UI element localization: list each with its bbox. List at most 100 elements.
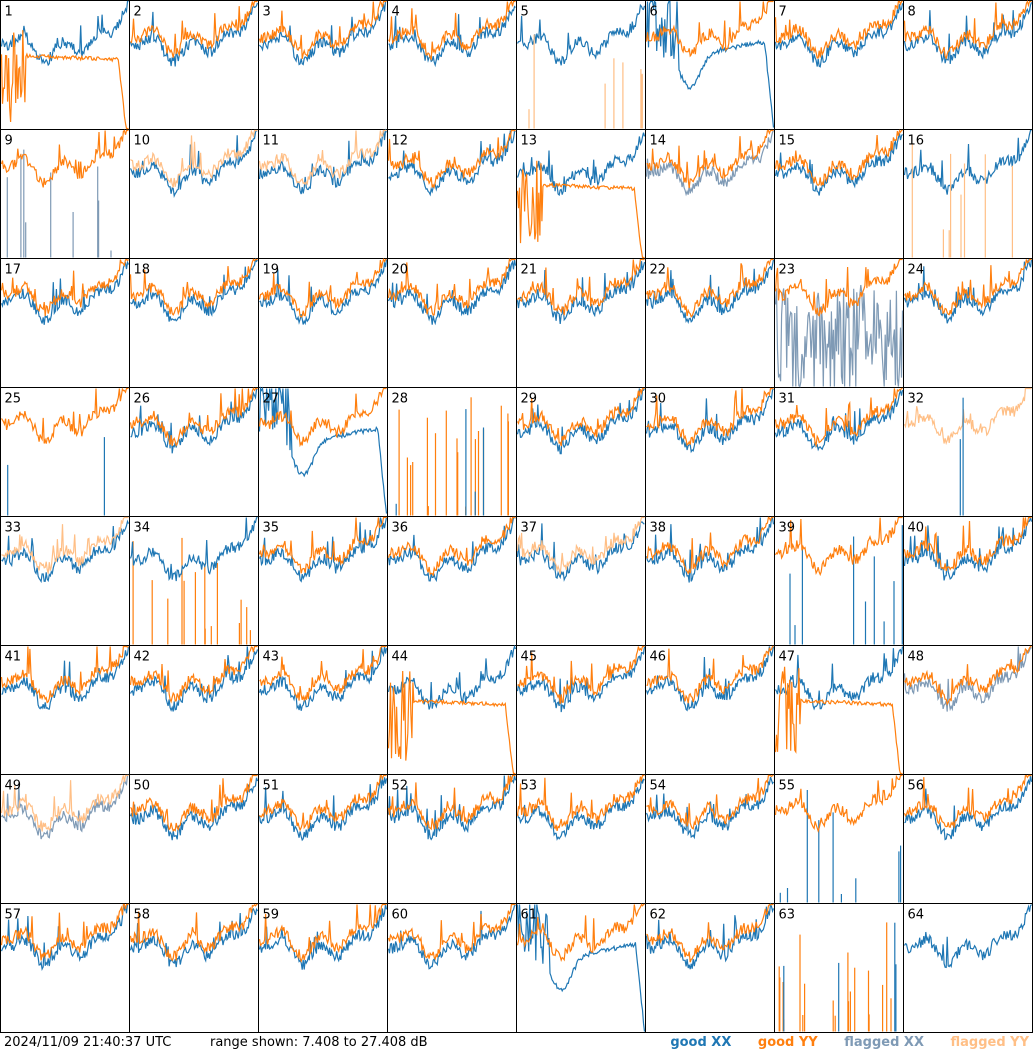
series-xx-good: [645, 0, 775, 128]
series-xx-good: [516, 777, 645, 841]
panel-61: 61: [516, 903, 646, 1032]
panel-number: 22: [650, 263, 667, 278]
series-yy-good: [645, 258, 774, 318]
panel-number: 62: [650, 908, 667, 923]
panel-27: 27: [258, 386, 388, 514]
series-xx-good: [904, 775, 1033, 841]
panel-number: 7: [779, 5, 787, 20]
timestamp: 2024/11/09 21:40:37 UTC: [4, 1035, 172, 1050]
series-yy-good: [258, 387, 387, 448]
series-xx-good: [774, 3, 904, 68]
range-shown: range shown: 7.408 to 27.408 dB: [210, 1035, 428, 1050]
series-yy-flagged: [0, 774, 129, 832]
panel-39: 39: [774, 516, 903, 645]
series-yy-good: [774, 387, 903, 448]
panel-number: 19: [263, 263, 280, 278]
panel-number: 40: [908, 521, 925, 536]
legend-flagged-xx: flagged XX: [844, 1035, 924, 1050]
panel-20: 20: [387, 258, 517, 326]
panel-25: 25: [0, 387, 129, 516]
panel-10: 10: [129, 129, 258, 198]
panel-43: 43: [258, 645, 388, 711]
series-yy-good: [516, 903, 645, 962]
panel-50: 50: [129, 774, 259, 841]
panel-number: 24: [908, 263, 925, 278]
panel-number: 34: [134, 521, 151, 536]
legend-good-yy: good YY: [757, 1035, 818, 1050]
panel-number: 31: [779, 392, 796, 407]
panel-number: 45: [521, 650, 538, 665]
panel-46: 46: [645, 645, 775, 712]
series-yy-good: [387, 129, 516, 190]
panel-number: 10: [134, 134, 151, 149]
series-xx-good: [774, 646, 904, 711]
panel-12: 12: [387, 129, 516, 197]
panel-58: 58: [129, 903, 259, 968]
series-xx-good: [258, 904, 388, 970]
series-yy-flagged: [903, 387, 1032, 446]
panel-number: 26: [134, 392, 151, 407]
series-xx-good: [516, 521, 645, 582]
series-yy-good: [387, 774, 516, 831]
panel-number: 44: [392, 650, 409, 665]
panel-number: 21: [521, 263, 538, 278]
series-xx-good: [130, 257, 258, 322]
series-yy-good: [774, 774, 903, 834]
series-yy-good: [129, 903, 258, 962]
series-yy-good: [387, 516, 516, 577]
panel-56: 56: [903, 774, 1033, 841]
series-xx-good: [645, 388, 774, 454]
legend-flagged-yy: flagged YY: [950, 1035, 1030, 1050]
panel-number: 25: [5, 392, 22, 407]
series-yy-good: [645, 0, 774, 58]
series-xx-good: [774, 133, 903, 196]
panel-number: 5: [521, 5, 529, 20]
series-yy-good: [516, 774, 645, 832]
panel-number: 36: [392, 521, 409, 536]
panel-number: 37: [521, 521, 538, 536]
panel-number: 27: [263, 392, 280, 407]
series-xx-good: [258, 517, 388, 583]
panel-number: 11: [263, 134, 280, 149]
panel-33: 33: [1, 516, 130, 584]
panel-number: 20: [392, 263, 409, 278]
legend: good XX good YY flagged XX flagged YY: [648, 1033, 1029, 1053]
panel-number: 41: [5, 650, 22, 665]
panel-51: 51: [258, 774, 388, 842]
panel-26: 26: [129, 387, 258, 454]
panel-57: 57: [0, 903, 129, 971]
panel-number: 52: [392, 779, 409, 794]
panel-number: 59: [263, 908, 280, 923]
panel-24: 24: [903, 258, 1033, 324]
series-yy-good: [774, 516, 903, 577]
panel-15: 15: [774, 129, 903, 196]
series-xx-flagged: [774, 284, 904, 388]
panel-52: 52: [387, 774, 517, 841]
panel-number: 9: [5, 134, 13, 149]
series-xx-good: [258, 386, 388, 514]
panel-number: 16: [908, 134, 925, 149]
series-yy-good: [646, 774, 774, 830]
series-yy-good: [646, 129, 774, 189]
panel-number: 55: [779, 779, 796, 794]
series-yy-good: [646, 645, 774, 704]
series-yy-good: [646, 516, 774, 575]
series-yy-good: [0, 903, 129, 961]
series-yy-good: [130, 774, 258, 832]
series-yy-good: [516, 387, 645, 447]
series-xx-good: [516, 3, 646, 66]
series-yy-good: [387, 258, 516, 316]
series-yy-good: [259, 774, 387, 832]
panel-number: 17: [5, 263, 22, 278]
panel-48: 48: [903, 645, 1032, 712]
panel-38: 38: [645, 516, 775, 583]
panel-55: 55: [774, 774, 903, 903]
panel-30: 30: [645, 387, 774, 454]
panel-number: 13: [521, 134, 538, 149]
series-yy-good: [0, 258, 129, 317]
panel-number: 54: [650, 779, 667, 794]
panel-number: 47: [779, 650, 796, 665]
series-yy-good: [516, 160, 645, 259]
series-yy-good: [904, 258, 1032, 316]
